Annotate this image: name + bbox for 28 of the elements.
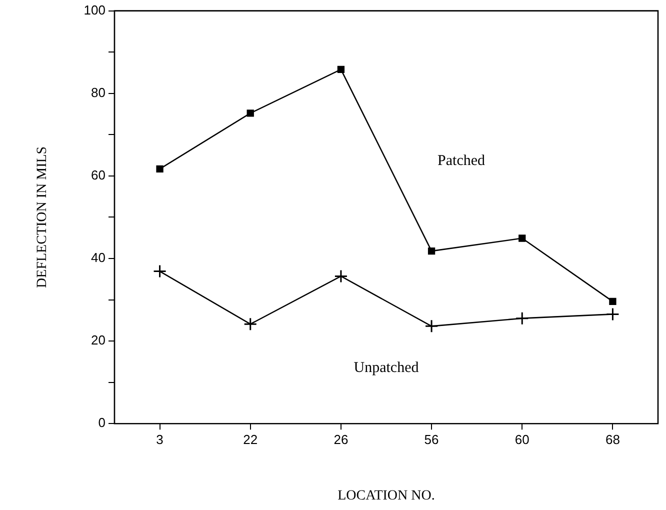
- text: Patched: [438, 152, 486, 169]
- y-tick-label: 0: [98, 415, 106, 430]
- point: [153, 264, 167, 278]
- y-tick-label: 100: [84, 2, 106, 18]
- point: [246, 110, 254, 117]
- y-tick-label: 40: [91, 250, 106, 266]
- x-axis-title: LOCATION NO.: [338, 488, 435, 504]
- x-tick-label: 3: [156, 432, 164, 447]
- point: [337, 66, 345, 73]
- y-tick-label: 60: [91, 168, 106, 182]
- text: Unpatched: [354, 360, 420, 376]
- point: [428, 247, 436, 255]
- point: [515, 312, 529, 326]
- y-axis-title: DEFLECTION IN MILS: [35, 146, 50, 288]
- y-tick-label: 80: [91, 84, 106, 100]
- x-tick-label: 68: [605, 432, 620, 447]
- x-tick-label: 22: [243, 432, 258, 447]
- x-tick-label: 56: [424, 432, 439, 447]
- point: [334, 269, 348, 283]
- x-tick-label: 60: [514, 432, 530, 447]
- point: [156, 165, 164, 172]
- point: [609, 298, 616, 305]
- point: [518, 234, 526, 242]
- point: [606, 307, 620, 321]
- y-tick-label: 20: [91, 332, 106, 348]
- point: [424, 319, 438, 333]
- x-tick-label: 26: [334, 432, 348, 447]
- point: [244, 317, 258, 331]
